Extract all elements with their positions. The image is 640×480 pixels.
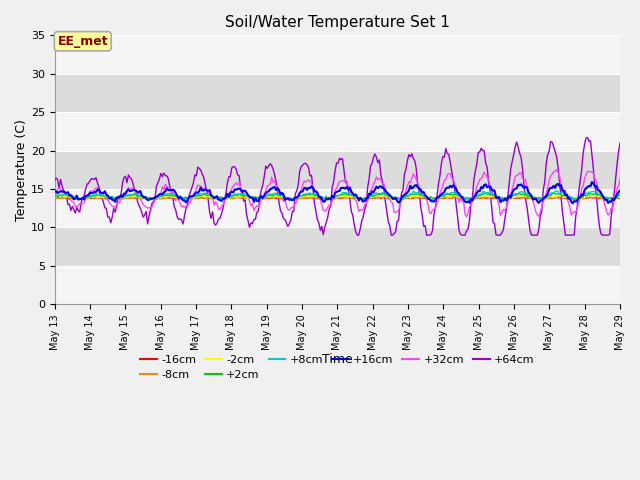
X-axis label: Time: Time <box>322 353 353 366</box>
Text: EE_met: EE_met <box>58 35 108 48</box>
Bar <box>54 266 620 304</box>
Bar <box>54 112 620 151</box>
Bar <box>54 36 620 74</box>
Bar <box>54 74 620 112</box>
Title: Soil/Water Temperature Set 1: Soil/Water Temperature Set 1 <box>225 15 450 30</box>
Bar <box>54 189 620 228</box>
Y-axis label: Temperature (C): Temperature (C) <box>15 119 28 221</box>
Legend: -16cm, -8cm, -2cm, +2cm, +8cm, +16cm, +32cm, +64cm: -16cm, -8cm, -2cm, +2cm, +8cm, +16cm, +3… <box>136 350 539 385</box>
Bar <box>54 151 620 189</box>
Bar <box>54 228 620 266</box>
